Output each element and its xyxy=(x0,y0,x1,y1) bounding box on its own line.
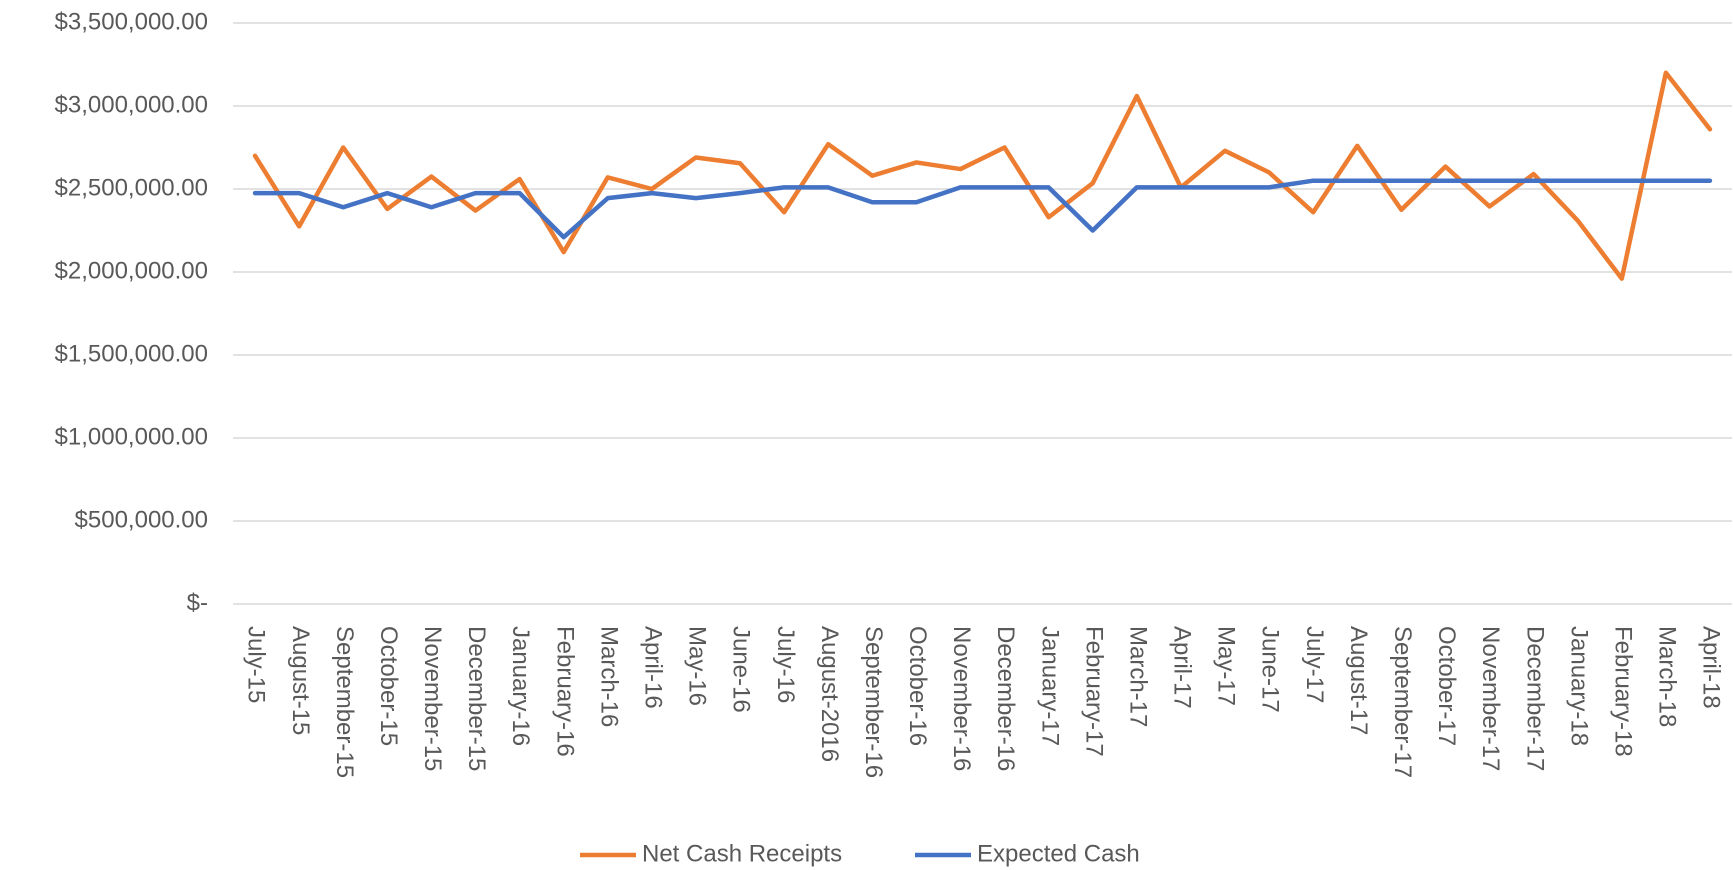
y-tick-label: $3,000,000.00 xyxy=(55,91,208,118)
x-tick-label: October-17 xyxy=(1433,626,1460,746)
x-tick-label: August-2016 xyxy=(816,626,843,762)
x-tick-label: March-17 xyxy=(1124,626,1151,727)
x-tick-label: October-15 xyxy=(375,626,402,746)
x-tick-label: November-16 xyxy=(948,626,975,771)
x-tick-label: December-16 xyxy=(992,626,1019,771)
y-tick-label: $2,000,000.00 xyxy=(55,257,208,284)
x-tick-label: December-17 xyxy=(1521,626,1548,771)
legend-label: Net Cash Receipts xyxy=(642,840,842,867)
x-tick-label: January-16 xyxy=(507,626,534,746)
y-tick-label: $500,000.00 xyxy=(75,506,208,533)
x-tick-label: February-16 xyxy=(551,626,578,757)
x-tick-label: July-15 xyxy=(243,626,270,703)
x-tick-label: April-18 xyxy=(1698,626,1725,709)
x-tick-label: February-18 xyxy=(1609,626,1636,757)
x-tick-label: May-17 xyxy=(1213,626,1240,706)
line-series xyxy=(252,178,1713,240)
x-tick-label: September-15 xyxy=(331,626,358,778)
x-tick-label: December-15 xyxy=(463,626,490,771)
x-tick-label: June-17 xyxy=(1257,626,1284,713)
x-tick-label: May-16 xyxy=(684,626,711,706)
x-tick-label: July-17 xyxy=(1301,626,1328,703)
y-tick-label: $- xyxy=(187,589,208,616)
x-tick-label: April-17 xyxy=(1169,626,1196,709)
y-tick-label: $1,500,000.00 xyxy=(55,340,208,367)
y-tick-label: $2,500,000.00 xyxy=(55,174,208,201)
x-tick-label: July-16 xyxy=(772,626,799,703)
x-tick-label: August-17 xyxy=(1345,626,1372,735)
x-tick-label: January-17 xyxy=(1036,626,1063,746)
x-tick-label: March-18 xyxy=(1654,626,1681,727)
y-tick-label: $3,500,000.00 xyxy=(55,8,208,35)
x-tick-label: March-16 xyxy=(595,626,622,727)
x-tick-label: January-18 xyxy=(1565,626,1592,746)
x-tick-label: April-16 xyxy=(639,626,666,709)
x-tick-label: September-17 xyxy=(1389,626,1416,778)
x-tick-label: February-17 xyxy=(1080,626,1107,757)
x-tick-label: June-16 xyxy=(728,626,755,713)
legend-label: Expected Cash xyxy=(977,840,1140,867)
x-tick-label: August-15 xyxy=(287,626,314,735)
x-tick-label: October-16 xyxy=(904,626,931,746)
x-tick-label: November-15 xyxy=(419,626,446,771)
line-series xyxy=(252,70,1713,281)
x-tick-label: November-17 xyxy=(1477,626,1504,771)
x-tick-label: September-16 xyxy=(860,626,887,778)
y-tick-label: $1,000,000.00 xyxy=(55,423,208,450)
